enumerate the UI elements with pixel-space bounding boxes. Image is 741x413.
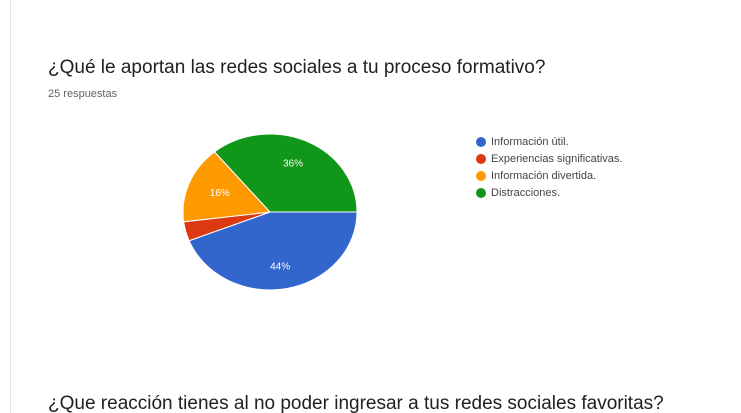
response-count: 25 respuestas [48, 88, 118, 100]
pie-slice-distracciones[interactable] [213, 133, 358, 213]
legend-swatch [476, 153, 486, 164]
pie-label-informacion-divertida: 16% [210, 188, 230, 199]
legend-label: Distracciones. [491, 186, 561, 199]
question-title: ¿Qué le aportan las redes sociales a tu … [48, 57, 546, 78]
next-question-title: ¿Que reacción tienes al no poder ingresa… [48, 393, 664, 413]
legend-label: Información divertida. [491, 169, 597, 182]
pie-label-informacion-util: 44% [270, 262, 290, 273]
pie-slice-informacion-util[interactable] [188, 211, 358, 291]
legend-swatch [476, 187, 486, 198]
legend-swatch [476, 170, 486, 181]
legend-label: Información útil. [491, 135, 569, 148]
legend-item-informacion-divertida[interactable]: Información divertida. [476, 167, 622, 184]
legend-swatch [476, 136, 486, 147]
legend-label: Experiencias significativas. [491, 152, 623, 165]
legend-item-experiencias-significativas[interactable]: Experiencias significativas. [476, 150, 622, 167]
pie-slices [182, 133, 358, 291]
legend-item-informacion-util[interactable]: Información útil. [476, 133, 622, 150]
pie-slice-labels: 44% 16% 36% [210, 159, 303, 273]
legend-item-distracciones[interactable]: Distracciones. [476, 184, 622, 201]
chart-legend: Información útil. Experiencias significat… [476, 133, 622, 201]
left-divider [10, 0, 11, 413]
pie-label-distracciones: 36% [283, 159, 303, 170]
pie-slice-informacion-divertida[interactable] [182, 151, 272, 223]
